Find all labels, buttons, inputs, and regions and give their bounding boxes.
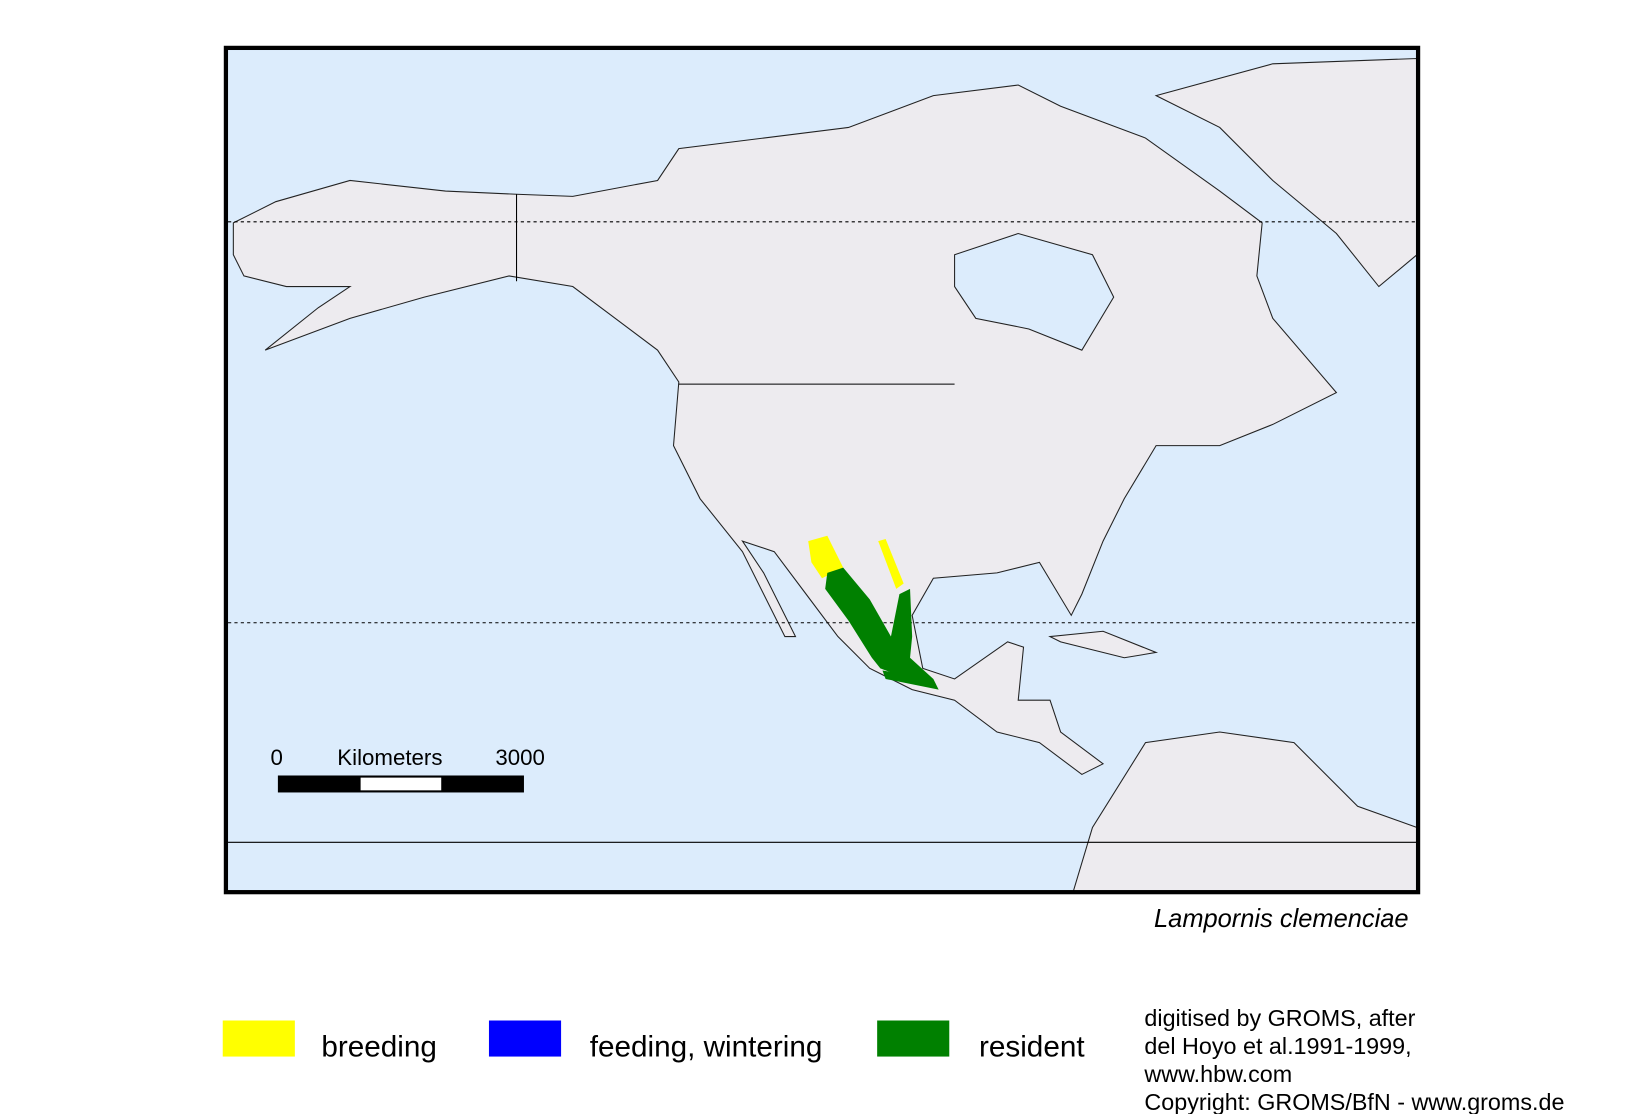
legend: breeding feeding, wintering resident [222,1020,1085,1064]
scale-end: 3000 [495,745,545,770]
scale-unit: Kilometers [337,745,442,770]
map: 0 Kilometers 3000 [223,45,1421,895]
scale-bar: 0 Kilometers 3000 [270,745,545,793]
resident-range [825,567,934,685]
credit-line: digitised by GROMS, after [1144,1005,1415,1031]
breeding-range [808,535,844,579]
legend-label: feeding, wintering [590,1031,823,1064]
hudson-bay [954,232,1115,351]
resident-range [882,670,939,690]
legend-label: breeding [321,1031,437,1064]
credit-line: del Hoyo et al.1991-1999, [1144,1033,1411,1059]
legend-swatch [222,1020,295,1057]
greenland [1154,57,1418,288]
scale-bar-white [360,777,442,791]
scale-start: 0 [270,745,282,770]
legend-label: resident [979,1031,1085,1064]
credit-line: www.hbw.com [1143,1061,1292,1087]
credit-line: Copyright: GROMS/BfN - www.groms.de [1144,1089,1564,1114]
breeding-range [878,538,904,589]
cuba [1048,630,1159,659]
legend-swatch [877,1020,950,1057]
species-name: Lampornis clemenciae [1154,905,1409,933]
map-frame [223,45,1421,895]
legend-swatch [488,1020,562,1057]
